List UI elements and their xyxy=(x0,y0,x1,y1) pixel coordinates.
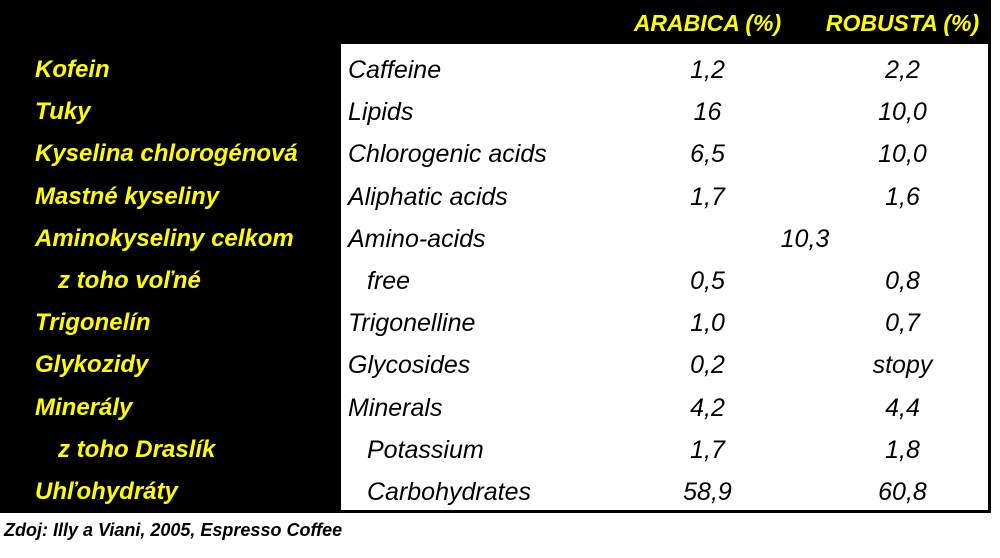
table-row: Kyselina chlorogénová Chlorogenic acids 6,… xyxy=(0,133,991,175)
label-slovak: Tuky xyxy=(35,98,91,126)
value-arabica: 6,5 xyxy=(690,140,725,169)
label-english: Aliphatic acids xyxy=(348,182,508,211)
column-gap xyxy=(790,387,820,429)
value-arabica: 0,5 xyxy=(690,266,725,295)
value-robusta: 60,8 xyxy=(878,477,927,506)
table-row: Kofein Caffeine 1,2 2,2 xyxy=(0,49,991,91)
column-gap xyxy=(790,49,820,91)
value-arabica: 58,9 xyxy=(683,477,732,506)
label-slovak: z toho voľné xyxy=(58,266,201,294)
value-arabica: 1,0 xyxy=(690,309,725,338)
value-robusta: 10,0 xyxy=(878,140,927,169)
value-robusta: stopy xyxy=(872,351,933,380)
value-robusta: 2,2 xyxy=(885,56,920,84)
table-row: Aminokyseliny celkom Amino-acids 10,3 xyxy=(0,218,991,260)
label-slovak: Glykozidy xyxy=(35,351,149,379)
label-english: free xyxy=(367,266,411,295)
column-gap xyxy=(790,260,820,302)
label-slovak: Uhľohydráty xyxy=(35,477,178,505)
value-arabica: 1,7 xyxy=(690,182,725,211)
table-row: z toho voľné free 0,5 0,8 xyxy=(0,260,991,302)
label-slovak: Mastné kyseliny xyxy=(35,182,220,210)
table-row: Mastné kyseliny Aliphatic acids 1,7 1,6 xyxy=(0,176,991,218)
column-gap xyxy=(790,133,820,175)
value-robusta: 1,6 xyxy=(885,182,920,211)
label-slovak: Kofein xyxy=(35,56,110,83)
value-robusta: 0,8 xyxy=(885,266,920,295)
column-gap xyxy=(790,91,820,133)
value-arabica: 1,7 xyxy=(690,435,725,464)
column-gap xyxy=(790,344,820,386)
table-row: Trigonelín Trigonelline 1,0 0,7 xyxy=(0,302,991,344)
column-gap xyxy=(790,176,820,218)
value-arabica: 1,2 xyxy=(690,56,725,84)
column-header-robusta: ROBUSTA (%) xyxy=(825,10,980,36)
table-body-background xyxy=(341,44,988,510)
label-english: Glycosides xyxy=(348,351,471,380)
column-gap xyxy=(790,302,820,344)
label-slovak: z toho Draslík xyxy=(58,435,216,463)
value-spanning-both-columns: 10,3 xyxy=(780,224,830,253)
label-slovak: Trigonelín xyxy=(35,309,151,337)
label-slovak: Aminokyseliny celkom xyxy=(35,224,294,252)
value-arabica: 0,2 xyxy=(690,351,725,380)
table-row: Tuky Lipids 16 10,0 xyxy=(0,91,991,133)
value-robusta: 0,7 xyxy=(885,309,920,338)
table-header-row: ARABICA (%) ROBUSTA (%) xyxy=(0,0,991,44)
label-english: Potassium xyxy=(367,435,484,464)
label-english: Chlorogenic acids xyxy=(348,140,547,169)
label-english: Trigonelline xyxy=(348,309,476,338)
label-english: Amino-acids xyxy=(348,224,486,253)
value-robusta: 10,0 xyxy=(878,98,927,127)
label-english: Lipids xyxy=(348,98,414,127)
table-row: Uhľohydráty Carbohydrates 58,9 60,8 xyxy=(0,471,991,513)
label-english: Caffeine xyxy=(348,56,442,84)
label-english: Minerals xyxy=(348,393,443,422)
label-slovak: Kyselina chlorogénová xyxy=(35,140,298,168)
table-row: Glykozidy Glycosides 0,2 stopy xyxy=(0,344,991,386)
composition-table: ARABICA (%) ROBUSTA (%) Kofein Caffeine 1,… xyxy=(0,0,991,513)
column-header-arabica: ARABICA (%) xyxy=(633,10,782,36)
value-robusta: 1,8 xyxy=(885,435,920,464)
table-row: z toho Draslík Potassium 1,7 1,8 xyxy=(0,429,991,471)
label-slovak: Minerály xyxy=(35,393,133,421)
value-arabica: 16 xyxy=(693,98,722,127)
source-caption: Zdoj: Illy a Viani, 2005, Espresso Coffe… xyxy=(4,520,343,540)
table-rows: Kofein Caffeine 1,2 2,2 Tuky Lipids 16 10,0 Kyse… xyxy=(0,49,991,513)
table-row: Minerály Minerals 4,2 4,4 xyxy=(0,387,991,429)
value-arabica: 4,2 xyxy=(690,393,725,422)
value-robusta: 4,4 xyxy=(885,393,920,422)
column-gap xyxy=(790,471,820,513)
column-gap xyxy=(790,429,820,471)
label-english: Carbohydrates xyxy=(367,477,531,506)
